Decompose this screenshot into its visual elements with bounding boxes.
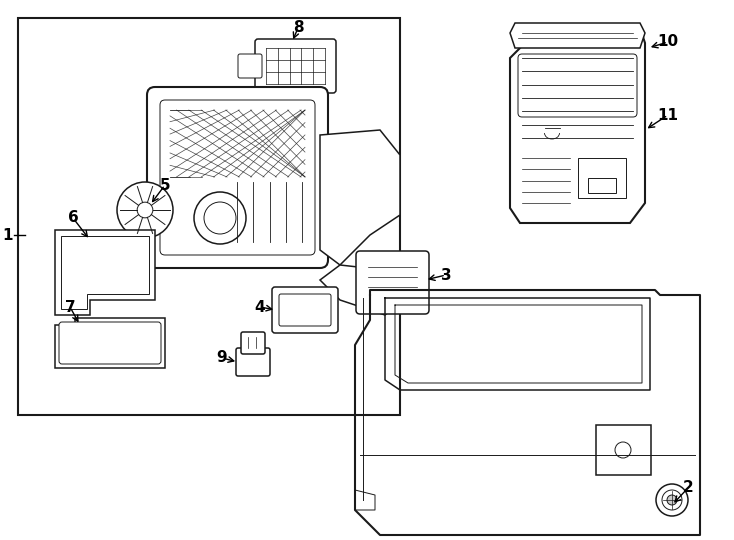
FancyBboxPatch shape [238, 54, 262, 78]
Polygon shape [320, 130, 400, 265]
Bar [578, 158, 626, 198]
Text: 5: 5 [160, 178, 170, 192]
Circle shape [656, 484, 688, 516]
Text: 6: 6 [68, 211, 79, 226]
Circle shape [204, 202, 236, 234]
Polygon shape [55, 230, 155, 315]
Polygon shape [61, 236, 149, 309]
FancyBboxPatch shape [279, 294, 331, 326]
Text: 11: 11 [658, 107, 678, 123]
Circle shape [194, 192, 246, 244]
FancyBboxPatch shape [272, 287, 338, 333]
FancyBboxPatch shape [255, 39, 336, 93]
Circle shape [615, 442, 631, 458]
Polygon shape [320, 265, 410, 315]
Text: 1: 1 [3, 227, 13, 242]
Text: 4: 4 [255, 300, 265, 314]
FancyBboxPatch shape [147, 87, 328, 268]
Bar [18, 18, 400, 415]
Text: 2: 2 [683, 481, 694, 496]
Text: 8: 8 [293, 21, 303, 36]
Text: 9: 9 [217, 350, 228, 366]
Text: 7: 7 [65, 300, 76, 314]
FancyBboxPatch shape [59, 322, 161, 364]
FancyBboxPatch shape [236, 348, 270, 376]
Circle shape [667, 495, 677, 505]
FancyBboxPatch shape [241, 332, 265, 354]
Circle shape [137, 202, 153, 218]
Polygon shape [510, 23, 645, 48]
Polygon shape [55, 318, 165, 368]
Bar [596, 425, 651, 475]
Circle shape [662, 490, 682, 510]
Text: 3: 3 [440, 267, 451, 282]
FancyBboxPatch shape [160, 100, 315, 255]
FancyBboxPatch shape [518, 54, 637, 117]
Polygon shape [510, 28, 645, 223]
Bar [588, 178, 616, 193]
Text: 10: 10 [658, 35, 678, 50]
Circle shape [117, 182, 173, 238]
FancyBboxPatch shape [356, 251, 429, 314]
